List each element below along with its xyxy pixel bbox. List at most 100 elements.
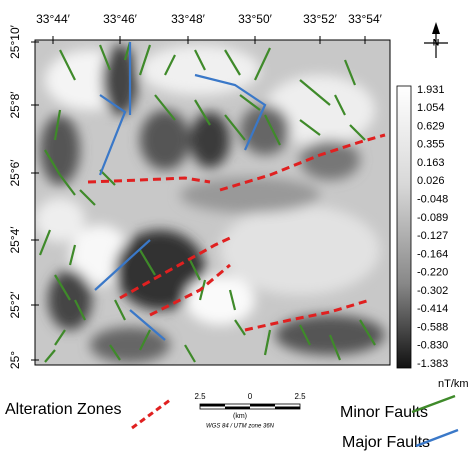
colorbar-label: 0.163 [417,157,445,169]
colorbar [396,85,412,369]
legend-swatch [411,394,456,414]
minor-fault [74,299,86,321]
minor-fault [254,47,271,81]
legend: Alteration Zones Minor Faults Major Faults [5,394,459,451]
projection-label: WGS 84 / UTM zone 36N [206,424,275,430]
fault-lines [38,41,386,363]
colorbar-labels: 1.931 1.054 0.629 0.355 0.163 0.026 -0.048 -0.0… [417,84,448,370]
minor-fault [299,324,311,346]
minor-fault [343,59,357,86]
colorbar-label: -0.588 [417,321,448,333]
colorbar-label: -1.383 [417,358,448,370]
scale-bar: 2.5 0 2.5 (km) WGS 84 / UTM zone 36N [194,392,306,429]
minor-fault [139,329,151,351]
colorbar-label: 0.629 [417,120,445,132]
latitude-label: 25°6′ [8,159,22,187]
minor-fault [349,124,366,141]
scale-label: 0 [248,392,253,401]
colorbar-label: 1.054 [417,102,445,114]
latitude-label: 25° [8,351,22,369]
minor-fault [198,279,207,301]
alteration-zone [119,236,231,300]
minor-fault [109,344,121,361]
minor-fault [164,54,176,76]
scale-label: 2.5 [194,392,206,401]
minor-fault [114,299,126,321]
longitude-label: 33°46′ [103,12,137,26]
legend-label: Major Faults [342,434,430,451]
colorbar-label: -0.302 [417,285,448,297]
frame-ticks [31,36,366,361]
minor-fault [328,334,342,361]
colorbar-label: -0.164 [417,248,448,260]
minor-fault [299,79,331,106]
colorbar-label: -0.127 [417,230,448,242]
legend-swatch [131,398,171,430]
minor-fault [38,229,52,256]
minor-fault [228,289,237,311]
colorbar-label: -0.830 [417,340,448,352]
minor-fault [54,274,71,301]
legend-label: Alteration Zones [5,401,122,418]
minor-fault [194,99,211,126]
minor-fault [54,329,66,346]
longitude-label: 33°54′ [348,12,382,26]
longitude-label: 33°50′ [238,12,272,26]
major-fault [194,73,267,151]
colorbar-label: 0.026 [417,175,445,187]
minor-fault [98,44,112,71]
latitude-label: 25°2′ [8,291,22,319]
minor-fault [263,329,272,356]
minor-fault [44,349,56,363]
alteration-zone [149,263,231,317]
minor-fault [239,94,261,111]
minor-fault [234,319,246,336]
colorbar-unit: nT/km [438,378,469,390]
legend-swatch [415,428,459,448]
major-fault [94,239,151,291]
map-frame [34,39,391,366]
latitude-label: 25°8′ [8,91,22,119]
alteration-zone [87,176,211,184]
minor-fault [138,44,152,76]
latitude-label: 25°10′ [8,24,22,58]
colorbar-label: -0.414 [417,303,448,315]
major-fault [129,309,166,341]
major-fault [98,94,127,176]
minor-fault [53,109,62,141]
alteration-zone [219,133,386,192]
longitude-label: 33°52′ [303,12,337,26]
longitude-label: 33°44′ [36,12,70,26]
minor-fault [189,259,201,281]
legend-label: Minor Faults [340,404,428,421]
minor-fault [59,49,76,81]
colorbar-label: -0.048 [417,194,448,206]
minor-fault [224,49,241,76]
scale-label: 2.5 [294,392,306,401]
minor-fault [59,174,76,196]
minor-fault [99,169,116,186]
colorbar-label: -0.089 [417,212,448,224]
longitude-label: 33°48′ [171,12,205,26]
minor-fault [299,119,321,136]
minor-fault [68,244,77,266]
minor-fault [44,149,61,176]
scale-unit: (km) [233,413,247,420]
colorbar-label: 1.931 [417,84,445,96]
north-arrow: N [424,22,448,58]
minor-fault [79,189,96,206]
minor-fault [194,49,206,71]
north-label: N [433,37,440,47]
minor-fault [359,319,376,346]
alteration-zone [244,298,371,332]
minor-fault [224,114,246,141]
minor-fault [154,94,176,121]
latitude-label: 25°4′ [8,226,22,254]
minor-fault [184,344,196,363]
minor-fault [264,114,281,146]
minor-fault [139,249,156,276]
colorbar-label: 0.355 [417,139,445,151]
map-image [35,40,390,365]
colorbar-label: -0.220 [417,267,448,279]
